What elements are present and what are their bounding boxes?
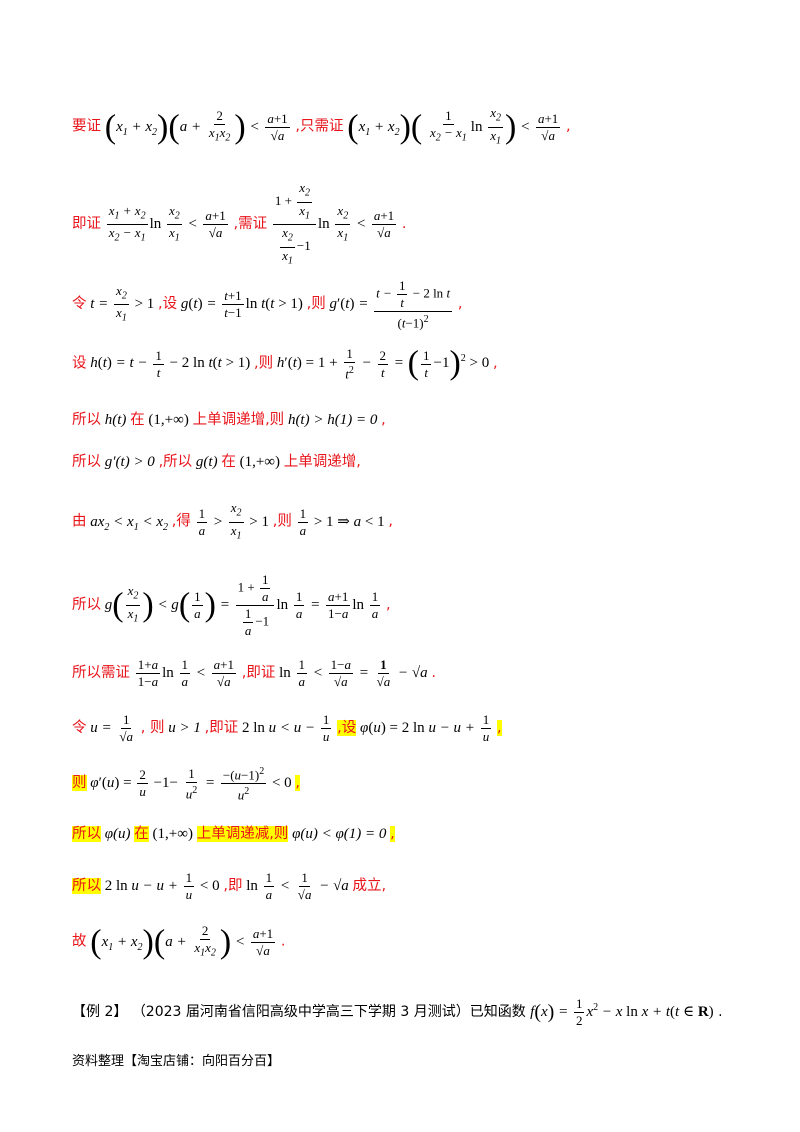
math-expression: 1 + x2 x1 x2 x1 −1 ln x2 x1 < a+1 √a xyxy=(272,180,397,267)
math-expression: (x1 + x2)(a + 2 x1x2) < a+1 √a xyxy=(104,107,290,146)
label: ,设 xyxy=(158,296,178,313)
example-tag: 【例 2】 xyxy=(72,1003,128,1020)
punct: . xyxy=(401,216,407,233)
proof-line-6: 所以 g′(t) > 0 ,所以 g(t) 在 (1,+∞) 上单调递增, xyxy=(72,450,361,471)
label: 在 xyxy=(130,412,145,428)
label: , 则 xyxy=(140,719,165,736)
punct: . xyxy=(431,664,436,681)
punct: , xyxy=(493,355,498,372)
label: 成立, xyxy=(352,877,387,894)
math-expression: g′(t) > 0 xyxy=(104,454,155,470)
label: 令 xyxy=(72,296,87,313)
label: ,设 xyxy=(337,719,357,736)
label: ,则 xyxy=(272,513,292,530)
label: 所以 xyxy=(72,596,101,613)
example-text: （2023 届河南省信阳高级中学高三下学期 3 月测试）已知函数 xyxy=(131,1003,526,1020)
math-expression: u = 1 √a xyxy=(90,712,134,744)
footer-note: 资料整理【淘宝店铺：向阳百分百】 xyxy=(72,1054,281,1069)
math-expression: φ(u) < φ(1) = 0 xyxy=(292,826,387,842)
label: 上单调递增, xyxy=(283,454,361,470)
math-expression: φ(u) xyxy=(104,826,131,842)
label: 设 xyxy=(72,355,87,372)
label: 所以 xyxy=(72,877,101,894)
label: ,即 xyxy=(223,877,243,894)
label: 上单调递减,则 xyxy=(196,826,289,842)
proof-line-14: 故 (x1 + x2)(a + 2 x1x2) < a+1 √a . xyxy=(72,923,286,962)
math-expression: (x1 + x2)(a + 2 x1x2) < a+1 √a xyxy=(90,923,276,961)
punct: , xyxy=(386,596,391,613)
label: 所以 xyxy=(72,454,101,470)
label: ,则 xyxy=(306,296,326,313)
punct: , xyxy=(390,826,395,842)
label: 即证 xyxy=(72,216,101,233)
label: ,即证 xyxy=(204,719,239,736)
math-expression: (1,+∞) xyxy=(239,454,280,470)
proof-line-3: 令 t = x2 x1 > 1 ,设 g(t) = t+1 t−1 ln t(t > … xyxy=(72,278,462,331)
label: 要证 xyxy=(72,118,101,135)
math-expression: f(x) = 1 2 x2 − x ln x + t(t ∈ R) xyxy=(530,996,714,1028)
label: 所以 xyxy=(72,412,101,428)
punct: , xyxy=(566,118,571,135)
label: 在 xyxy=(134,826,149,842)
math-expression: u > 1 xyxy=(168,719,201,736)
math-expression: g(t) xyxy=(195,454,218,470)
proof-line-5: 所以 h(t) 在 (1,+∞) 上单调递增,则 h(t) > h(1) = 0… xyxy=(72,408,386,429)
label: ,所以 xyxy=(158,454,193,470)
math-expression: t = x2 x1 > 1 xyxy=(90,282,155,324)
punct: , xyxy=(496,719,502,736)
label: 故 xyxy=(72,933,87,950)
proof-line-2: 即证 x1 + x2 x2 − x1 ln x2 x1 < a+1 √a ,需证 1 +… xyxy=(72,180,407,269)
label: 由 xyxy=(72,513,87,530)
punct: , xyxy=(295,775,301,792)
label: ,得 xyxy=(171,513,191,530)
label: ,只需证 xyxy=(295,118,344,135)
label: ,则 xyxy=(254,355,274,372)
math-expression: (1,+∞) xyxy=(148,412,189,428)
proof-line-1: 要证 (x1 + x2)(a + 2 x1x2) < a+1 √a ,只需证 (x1… xyxy=(72,105,571,149)
math-expression: (1,+∞) xyxy=(152,826,193,842)
punct: , xyxy=(381,412,386,428)
math-expression: ax2 < x1 < x2 xyxy=(90,513,168,533)
label: 所以 xyxy=(72,826,101,842)
math-expression: (x1 + x2)( 1 x2 − x1 ln x2 x1) < a+1 √a xyxy=(347,105,561,147)
math-expression: x1 + x2 x2 − x1 ln x2 x1 < a+1 √a xyxy=(106,202,228,244)
proof-line-12: 所以 φ(u) 在 (1,+∞) 上单调递减,则 φ(u) < φ(1) = 0… xyxy=(72,822,395,843)
label: ,即证 xyxy=(241,664,276,681)
label: 上单调递增,则 xyxy=(192,412,285,428)
punct: . xyxy=(280,933,286,950)
label: ,需证 xyxy=(233,216,268,233)
punct: , xyxy=(457,296,463,313)
math-expression: h(t) > h(1) = 0 xyxy=(287,412,378,428)
punct: , xyxy=(388,513,393,530)
example-heading: 【例 2】 （2023 届河南省信阳高级中学高三下学期 3 月测试）已知函数 f… xyxy=(72,996,723,1029)
label: 令 xyxy=(72,719,87,736)
math-expression: h(t) xyxy=(104,412,127,428)
label: 所以需证 xyxy=(72,664,130,681)
label: 在 xyxy=(221,454,236,470)
punct: . xyxy=(718,1003,723,1020)
label: 则 xyxy=(72,775,87,792)
math-expression: g(t) = t+1 t−1 ln t(t > 1) xyxy=(180,288,303,321)
